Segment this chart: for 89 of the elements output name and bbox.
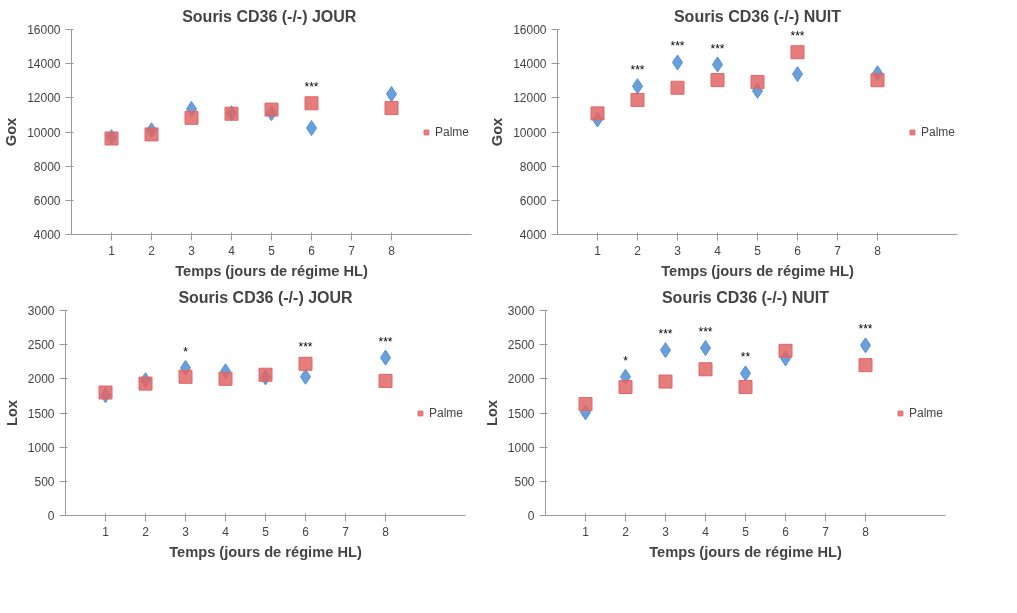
x-tick-label: 1: [102, 524, 110, 539]
y-tick-label: 16000: [27, 23, 61, 37]
annotation: ***: [304, 80, 319, 95]
y-tick-label: 4000: [519, 228, 547, 242]
annotation: *: [623, 353, 629, 368]
x-tick-label: 2: [148, 243, 156, 258]
legend-label: Palme: [434, 124, 469, 139]
x-tick-label: 7: [342, 524, 350, 539]
annotation: *: [183, 344, 189, 359]
x-tick-label: 3: [662, 524, 670, 539]
y-tick-label: 0: [527, 509, 535, 523]
y-tick-label: 16000: [513, 23, 547, 37]
y-tick-label: 2000: [507, 372, 535, 387]
x-tick-label: 4: [228, 243, 236, 258]
y-tick-label: 1500: [27, 406, 55, 421]
annotation: **: [740, 350, 751, 365]
y-tick-label: 2500: [507, 338, 535, 353]
y-tick-label: 14000: [513, 57, 547, 72]
x-tick-label: 3: [674, 243, 682, 258]
annotation: ***: [378, 334, 393, 349]
x-tick-label: 8: [388, 243, 396, 258]
y-tick-label: 1000: [507, 440, 535, 455]
x-tick-label: 7: [348, 243, 356, 258]
y-tick-label: 2500: [27, 338, 55, 353]
x-tick-label: 2: [634, 243, 642, 258]
x-tick-label: 4: [222, 524, 230, 539]
x-axis-title: Temps (jours de régime HL): [649, 543, 842, 560]
legend-label: Palme: [920, 124, 955, 139]
y-tick-label: 10000: [27, 125, 61, 140]
x-tick-label: 5: [268, 243, 276, 258]
x-axis-title: Temps (jours de régime HL): [661, 262, 854, 279]
x-tick-label: 6: [794, 243, 802, 258]
x-tick-label: 6: [782, 524, 790, 539]
y-tick-label: 1000: [27, 440, 55, 455]
x-tick-label: 5: [262, 524, 270, 539]
y-tick-label: 4000: [33, 228, 61, 242]
y-axis-title: Lox: [3, 399, 20, 427]
annotation: ***: [858, 322, 873, 337]
x-tick-label: 4: [702, 524, 710, 539]
y-tick-label: 2000: [27, 372, 55, 387]
x-tick-label: 8: [862, 524, 870, 539]
x-tick-label: 8: [382, 524, 390, 539]
y-tick-label: 1500: [507, 406, 535, 421]
x-tick-label: 5: [742, 524, 750, 539]
y-tick-label: 10000: [513, 125, 547, 140]
x-tick-label: 1: [108, 243, 116, 258]
x-tick-label: 1: [582, 524, 590, 539]
legend-label: Palme: [908, 405, 943, 420]
annotation: ***: [710, 41, 725, 56]
x-tick-label: 3: [182, 524, 190, 539]
x-tick-label: 6: [308, 243, 316, 258]
annotation: ***: [298, 340, 313, 355]
x-tick-label: 2: [142, 524, 150, 539]
y-tick-label: 12000: [513, 91, 547, 106]
annotation: ***: [670, 39, 685, 54]
y-tick-label: 0: [47, 509, 55, 523]
y-tick-label: 6000: [519, 193, 547, 208]
annotation: ***: [698, 325, 713, 340]
y-axis-title: Gox: [3, 116, 20, 147]
y-tick-label: 12000: [27, 91, 61, 106]
y-axis-title: Gox: [489, 116, 506, 147]
y-tick-label: 14000: [27, 57, 61, 72]
chart-title: Souris CD36 (-/-) NUIT: [661, 288, 830, 306]
x-tick-label: 8: [874, 243, 882, 258]
annotation: ***: [790, 29, 805, 44]
x-tick-label: 2: [622, 524, 630, 539]
x-tick-label: 6: [302, 524, 310, 539]
y-tick-label: 500: [514, 474, 535, 489]
x-axis-title: Temps (jours de régime HL): [169, 543, 362, 560]
chart-title: Souris CD36 (-/-) NUIT: [673, 7, 842, 25]
y-tick-label: 500: [34, 474, 55, 489]
chart-title: Souris CD36 (-/-) JOUR: [178, 288, 354, 306]
x-axis-title: Temps (jours de régime HL): [175, 262, 368, 279]
x-tick-label: 1: [594, 243, 602, 258]
y-tick-label: 8000: [519, 159, 547, 174]
y-tick-label: 8000: [33, 159, 61, 174]
annotation: ***: [658, 327, 673, 342]
x-tick-label: 5: [754, 243, 762, 258]
y-tick-label: 6000: [33, 193, 61, 208]
chart-title: Souris CD36 (-/-) JOUR: [182, 7, 357, 25]
y-tick-label: 3000: [27, 304, 55, 318]
x-tick-label: 3: [188, 243, 196, 258]
legend-label: Palme: [428, 405, 463, 420]
x-tick-label: 4: [714, 243, 722, 258]
annotation: ***: [630, 63, 645, 78]
x-tick-label: 7: [834, 243, 842, 258]
y-tick-label: 3000: [507, 304, 535, 318]
x-tick-label: 7: [822, 524, 830, 539]
y-axis-title: Lox: [483, 399, 500, 427]
